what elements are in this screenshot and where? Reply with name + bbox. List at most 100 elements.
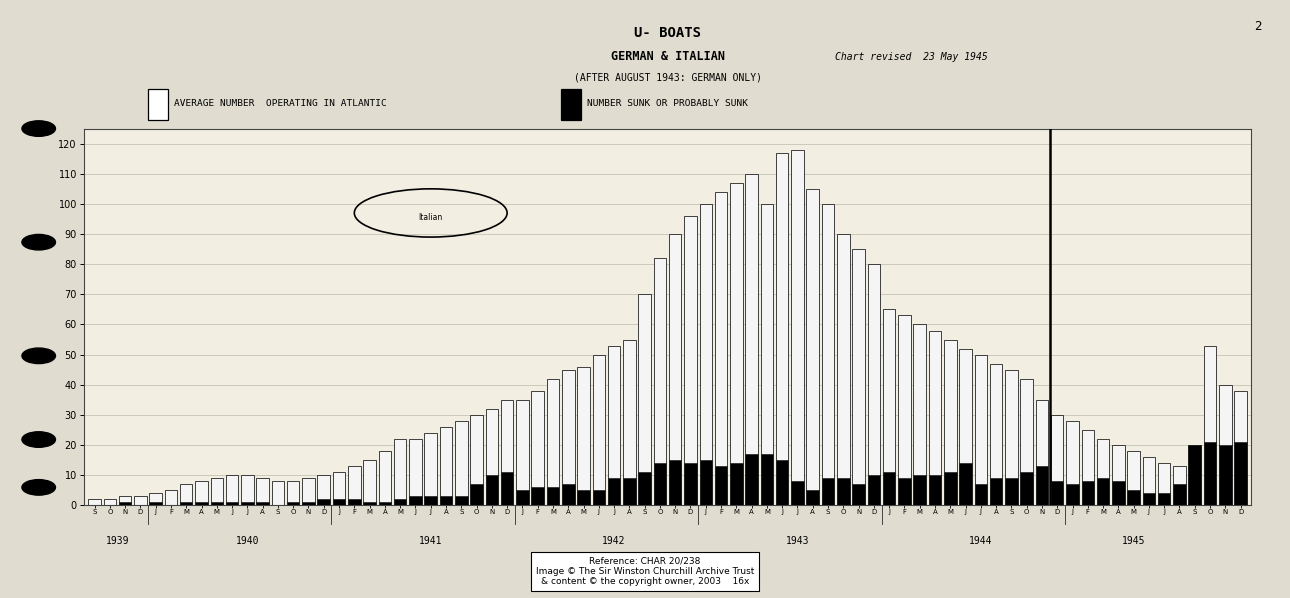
Bar [715, 466, 728, 505]
Bar [837, 234, 850, 505]
Bar [577, 490, 590, 505]
Bar [393, 439, 406, 505]
Bar [1051, 415, 1063, 505]
Bar [623, 478, 636, 505]
Bar [1127, 451, 1140, 505]
Bar [853, 249, 864, 505]
Bar [485, 409, 498, 505]
Bar [654, 258, 666, 505]
Bar [775, 460, 788, 505]
Bar [241, 475, 254, 505]
Bar [547, 487, 560, 505]
Text: 1943: 1943 [786, 536, 809, 546]
Bar [1143, 493, 1155, 505]
Bar [730, 183, 743, 505]
Bar [424, 496, 437, 505]
Bar [226, 502, 239, 505]
Bar [440, 427, 453, 505]
Bar [424, 433, 437, 505]
Bar [761, 204, 773, 505]
Bar [623, 340, 636, 505]
Text: 1945: 1945 [1122, 536, 1146, 546]
Bar [715, 192, 728, 505]
Bar [210, 502, 223, 505]
Bar [272, 481, 284, 505]
Bar [348, 466, 361, 505]
Text: Reference: CHAR 20/238
Image © The Sir Winston Churchill Archive Trust
& content: Reference: CHAR 20/238 Image © The Sir W… [535, 556, 755, 586]
Bar [119, 502, 132, 505]
Bar [654, 463, 666, 505]
Bar [639, 294, 651, 505]
Bar [929, 475, 942, 505]
Bar [302, 478, 315, 505]
Bar [1067, 421, 1078, 505]
Bar [1158, 463, 1170, 505]
Text: 1944: 1944 [969, 536, 992, 546]
Bar [1127, 490, 1140, 505]
Bar [531, 487, 544, 505]
Text: AVERAGE NUMBER  OPERATING IN ATLANTIC: AVERAGE NUMBER OPERATING IN ATLANTIC [174, 99, 387, 108]
Bar [791, 150, 804, 505]
Bar [195, 502, 208, 505]
Bar [226, 475, 239, 505]
Bar [577, 367, 590, 505]
Text: U- BOATS: U- BOATS [635, 26, 700, 40]
Bar [1173, 466, 1186, 505]
Bar [1081, 481, 1094, 505]
Bar [974, 484, 987, 505]
Bar [1005, 478, 1018, 505]
Bar [562, 370, 574, 505]
Bar [761, 454, 773, 505]
Bar [730, 463, 743, 505]
Bar [547, 379, 560, 505]
Bar [409, 496, 422, 505]
Bar [562, 484, 574, 505]
Bar [989, 478, 1002, 505]
Bar [960, 349, 971, 505]
Bar [639, 472, 651, 505]
Text: NUMBER SUNK OR PROBABLY SUNK: NUMBER SUNK OR PROBABLY SUNK [587, 99, 748, 108]
Bar [1235, 442, 1247, 505]
Bar [944, 340, 956, 505]
Bar [684, 216, 697, 505]
Bar [592, 490, 605, 505]
Bar [1096, 439, 1109, 505]
Bar [286, 481, 299, 505]
Bar [119, 496, 132, 505]
Bar [485, 475, 498, 505]
Bar [1188, 445, 1201, 505]
Bar [1204, 442, 1216, 505]
Bar [775, 152, 788, 505]
Bar [868, 264, 880, 505]
Bar [1081, 430, 1094, 505]
Bar [822, 204, 835, 505]
Bar [806, 490, 819, 505]
Bar [1235, 390, 1247, 505]
Bar [592, 355, 605, 505]
Text: 1941: 1941 [419, 536, 442, 546]
Bar [333, 499, 346, 505]
Bar [393, 499, 406, 505]
Bar [608, 346, 620, 505]
Bar [974, 355, 987, 505]
Bar [210, 478, 223, 505]
Bar [1096, 478, 1109, 505]
Bar [1036, 400, 1049, 505]
Bar [699, 460, 712, 505]
Bar [181, 484, 192, 505]
Bar [944, 472, 956, 505]
Bar [455, 496, 467, 505]
Bar [1051, 481, 1063, 505]
Bar [501, 400, 513, 505]
Bar [516, 490, 529, 505]
Bar [317, 499, 330, 505]
Bar [516, 400, 529, 505]
Bar [929, 331, 942, 505]
Bar [791, 481, 804, 505]
Text: Chart revised  23 May 1945: Chart revised 23 May 1945 [836, 52, 988, 62]
Bar [379, 451, 391, 505]
Bar [150, 502, 163, 505]
Bar [1219, 385, 1232, 505]
Bar [882, 309, 895, 505]
Bar [471, 484, 482, 505]
